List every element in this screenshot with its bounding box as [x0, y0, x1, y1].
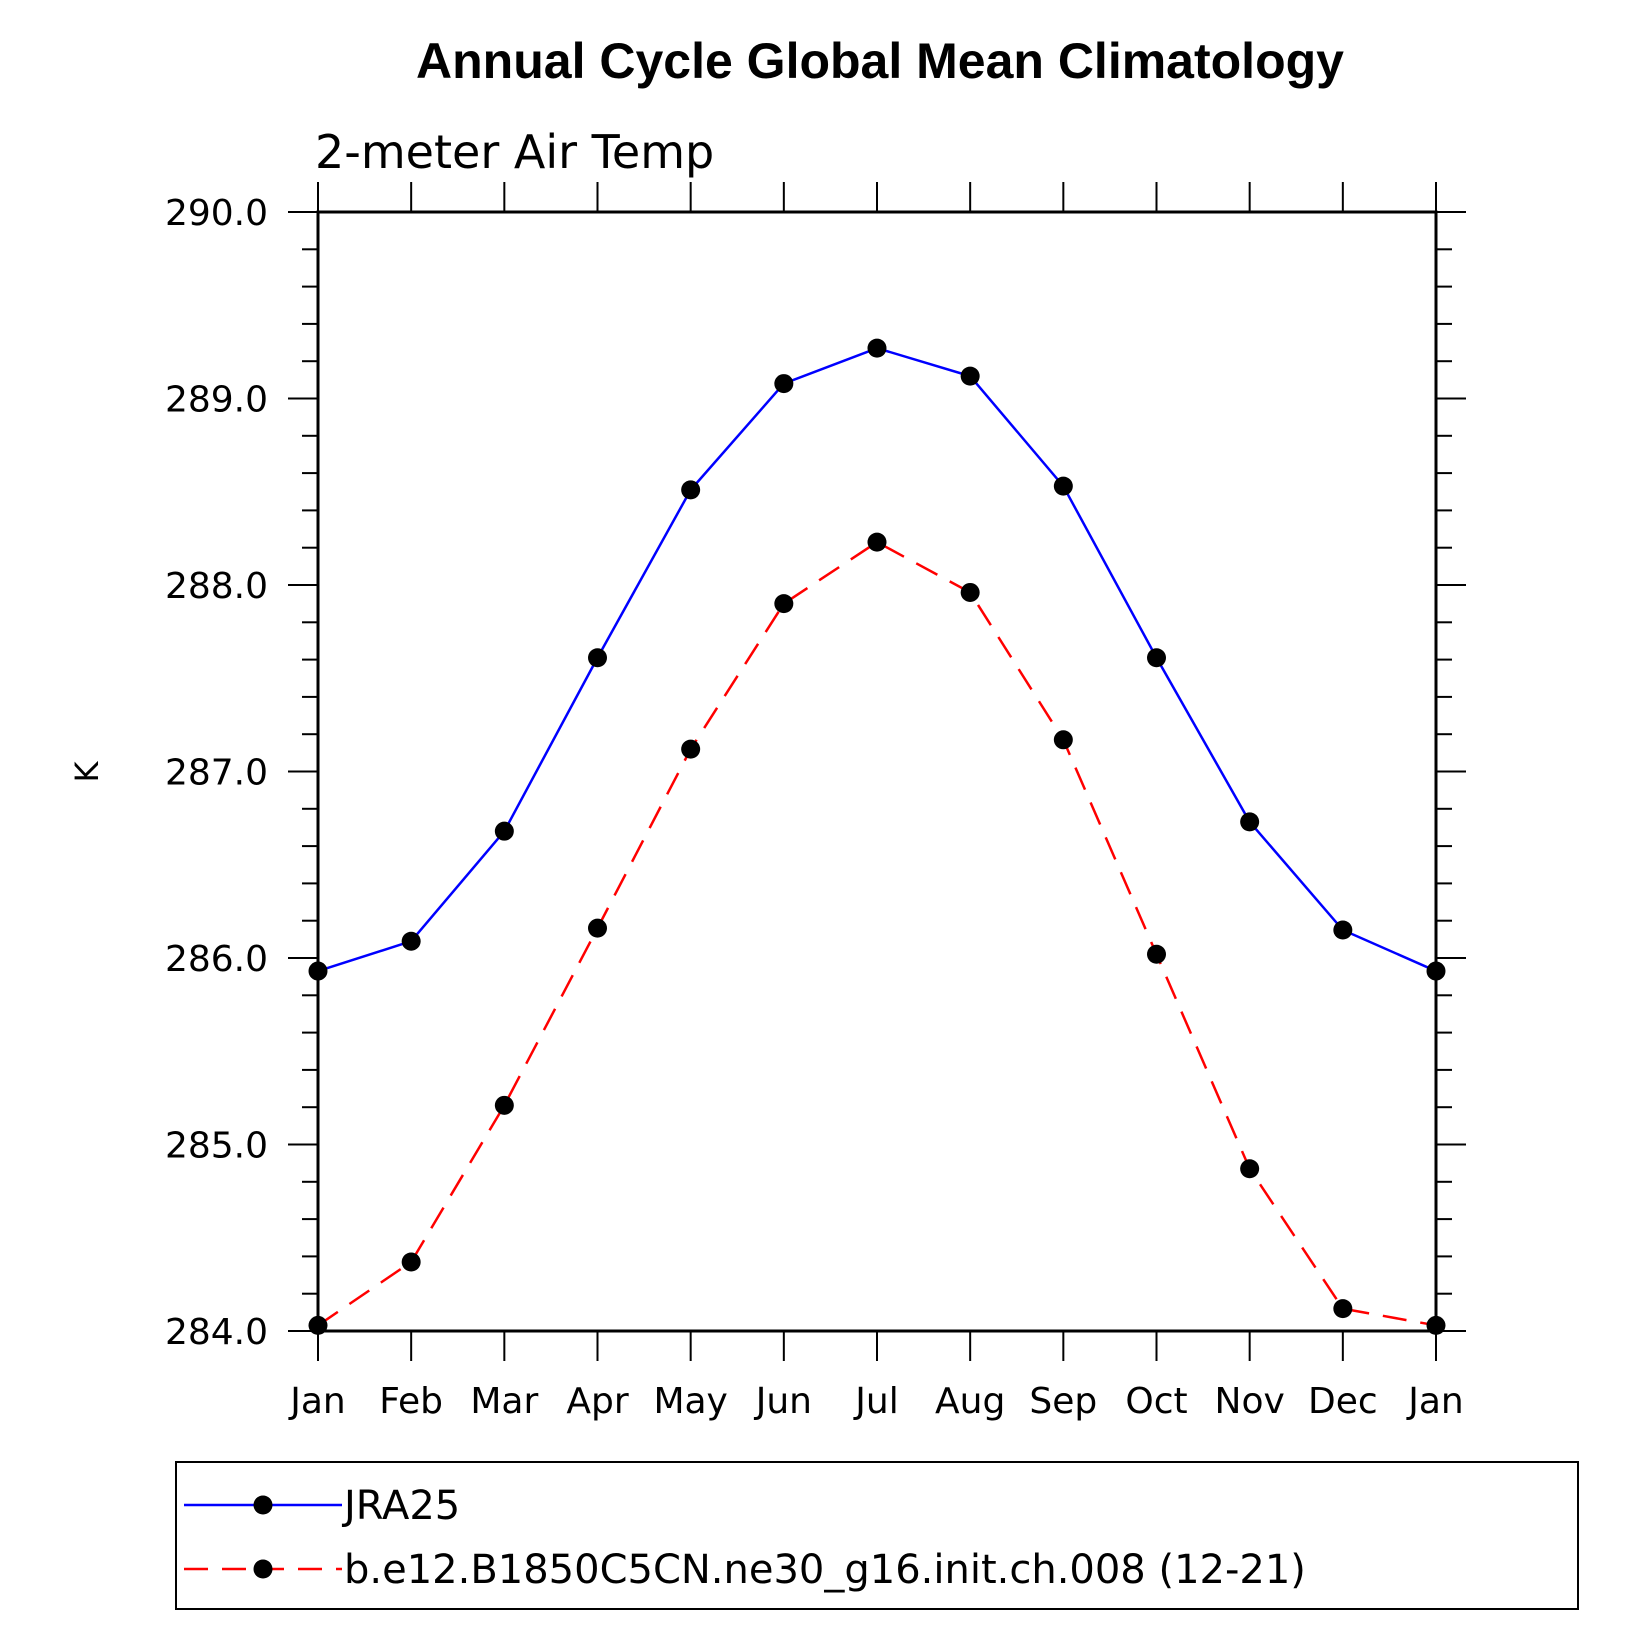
x-tick-label: Sep [1029, 1381, 1097, 1422]
data-point [308, 1315, 328, 1335]
data-point [1426, 961, 1446, 981]
x-tick-label: Nov [1215, 1381, 1285, 1422]
data-point [588, 918, 607, 938]
legend: JRA25 b.e12.B1850C5CN.ne30_g16.init.ch.00… [175, 1461, 1579, 1610]
data-point [867, 532, 887, 552]
data-point [867, 338, 887, 358]
data-point [1333, 920, 1353, 940]
series-markers [308, 338, 1446, 1335]
x-tick-label: Jan [1406, 1381, 1464, 1422]
y-axis-label-group: K [68, 760, 106, 782]
legend-label-1: JRA25 [341, 1483, 460, 1529]
data-point [1333, 1299, 1353, 1319]
chart-subtitle: 2-meter Air Temp [315, 125, 714, 179]
x-tick-label: Aug [935, 1381, 1005, 1422]
series-line-1 [317, 346, 1437, 973]
y-tick-label: 289.0 [165, 380, 268, 421]
data-point [1053, 476, 1073, 496]
y-tick-label: 288.0 [165, 566, 268, 607]
x-tick-label: Oct [1125, 1381, 1187, 1422]
data-point [1240, 812, 1260, 832]
x-tick-label: Apr [566, 1381, 628, 1422]
data-point [960, 582, 980, 602]
x-tick-label: Dec [1308, 1381, 1378, 1422]
axis-ticks [288, 182, 1466, 1361]
axis-tick-labels: 284.0 285.0 286.0 287.0 288.0 289.0 290.0 Jan Fe… [165, 193, 1464, 1422]
data-point [588, 648, 607, 668]
y-tick-label: 284.0 [165, 1312, 268, 1353]
data-point [494, 821, 514, 841]
x-tick-label: Jun [754, 1381, 812, 1422]
data-point [774, 374, 794, 394]
y-tick-label: 286.0 [165, 939, 268, 980]
chart-title: Annual Cycle Global Mean Climatology [416, 33, 1344, 89]
data-point [681, 739, 701, 759]
data-point [401, 1252, 421, 1272]
x-tick-label: May [653, 1381, 727, 1422]
series-line-2 [317, 540, 1437, 1327]
data-point [1053, 730, 1073, 750]
data-point [308, 961, 328, 981]
y-tick-label: 290.0 [165, 193, 268, 234]
data-point [774, 594, 794, 614]
legend-label-2: b.e12.B1850C5CN.ne30_g16.init.ch.008 (12… [344, 1547, 1306, 1593]
x-tick-label: Jul [853, 1381, 898, 1422]
data-point [681, 480, 701, 500]
legend-marker-1 [253, 1495, 273, 1515]
data-point [1147, 944, 1166, 964]
y-tick-label: 285.0 [165, 1126, 268, 1167]
data-point [1240, 1159, 1260, 1179]
x-tick-label: Jan [288, 1381, 346, 1422]
plot-border [316, 210, 1438, 1333]
legend-marker-2 [253, 1559, 273, 1579]
legend-box [175, 1461, 1579, 1610]
y-tick-label: 287.0 [165, 753, 268, 794]
data-point [960, 366, 980, 386]
series-lines [317, 346, 1437, 1327]
y-axis-label: K [68, 760, 106, 782]
plot-frame [316, 210, 1438, 1333]
data-point [1426, 1315, 1446, 1335]
data-point [494, 1095, 514, 1115]
data-point [401, 931, 421, 951]
data-point [1147, 648, 1166, 668]
x-tick-label: Feb [379, 1381, 443, 1422]
x-tick-label: Mar [470, 1381, 538, 1422]
